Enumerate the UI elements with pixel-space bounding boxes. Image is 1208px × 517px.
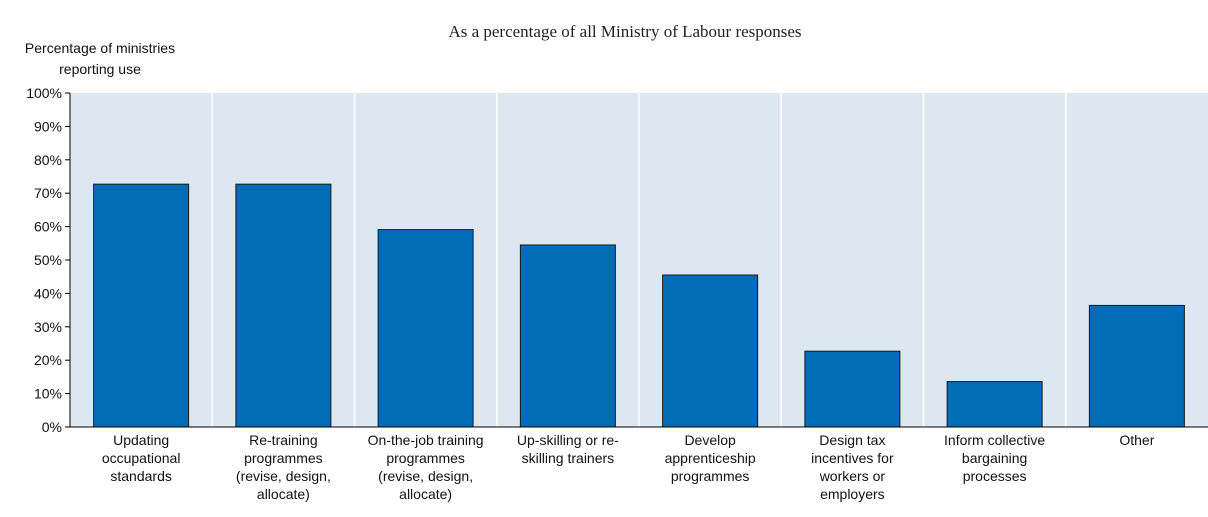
bar — [946, 381, 1043, 428]
bar — [1088, 304, 1185, 428]
x-axis: Updating occupational standards Re-training… — [102, 432, 1155, 502]
bar — [519, 244, 616, 428]
y-axis-label-line-1: Percentage of ministries — [25, 40, 175, 56]
y-tick-label: 60% — [34, 219, 62, 235]
y-tick-label: 0% — [42, 419, 62, 435]
y-tick-label: 50% — [34, 252, 62, 268]
y-tick-label: 40% — [34, 285, 62, 301]
y-tick-label: 80% — [34, 152, 62, 168]
x-category-label: Design tax incentives for workers or employ… — [811, 432, 894, 502]
x-category-label: Develop apprenticeship programmes — [665, 432, 756, 484]
x-category-label: Other — [1119, 432, 1154, 448]
category-separators — [211, 93, 1067, 427]
bar — [235, 183, 332, 428]
y-tick-label: 10% — [34, 386, 62, 402]
chart-title: As a percentage of all Ministry of Labou… — [448, 22, 801, 41]
y-tick-label: 100% — [26, 85, 62, 101]
bar — [662, 274, 759, 428]
bar — [377, 229, 474, 428]
x-category-label: On-the-job training programmes (revise, de… — [368, 432, 484, 502]
x-category-label: Updating occupational standards — [102, 432, 181, 484]
x-category-label: Inform collective bargaining processes — [944, 432, 1045, 484]
bar — [93, 183, 190, 428]
x-category-label: Up-skilling or re-skilling trainers — [517, 432, 619, 466]
y-tick-label: 70% — [34, 185, 62, 201]
y-axis: 0% 10% 20% 30% 40% 50% 60% 70% 80% 90% 100% — [26, 85, 1208, 435]
bar — [804, 350, 901, 428]
y-axis-label-line-2: reporting use — [59, 61, 141, 77]
y-tick-label: 90% — [34, 118, 62, 134]
y-tick-label: 20% — [34, 352, 62, 368]
x-category-label: Re-training programmes (revise, design, all… — [236, 432, 331, 502]
y-tick-label: 30% — [34, 319, 62, 335]
